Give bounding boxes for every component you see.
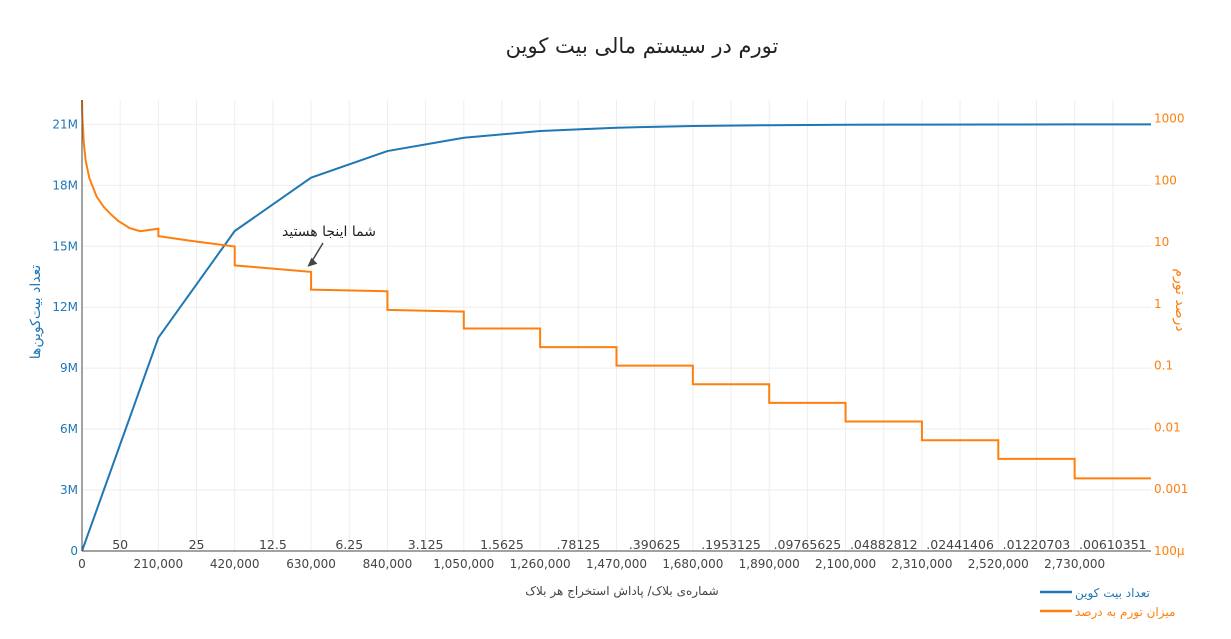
y-right-tick-label: 1	[1154, 297, 1162, 311]
x-axis-title: شماره‌ی بلاک/ پاداش استخراج هر بلاک	[525, 584, 718, 599]
x-tick-label: 210,000	[134, 557, 184, 571]
block-reward-label: .04882812	[850, 537, 918, 552]
block-reward-label: 6.25	[335, 537, 363, 552]
block-reward-label: 50	[112, 537, 128, 552]
x-tick-label: 1,890,000	[739, 557, 800, 571]
x-tick-label: 2,730,000	[1044, 557, 1105, 571]
block-reward-label: 12.5	[259, 537, 287, 552]
block-reward-label: .00610351	[1079, 537, 1147, 552]
y-left-axis-title: تعداد بیت‌کوین‌ها	[28, 265, 44, 360]
x-tick-label: 1,470,000	[586, 557, 647, 571]
block-reward-label: .78125	[556, 537, 600, 552]
block-reward-label: 25	[189, 537, 205, 552]
grid	[82, 100, 1151, 551]
y-left-tick-label: 18M	[52, 178, 78, 192]
x-tick-label: 2,520,000	[968, 557, 1029, 571]
y-right-tick-label: 10	[1154, 235, 1169, 249]
series-layer	[81, 99, 1152, 552]
legend[interactable]: تعداد بیت کوین میزان تورم به درصد	[1040, 586, 1175, 620]
y-left-tick-label: 12M	[52, 300, 78, 314]
legend-label-inflation[interactable]: میزان تورم به درصد	[1075, 605, 1175, 620]
block-reward-label: .390625	[629, 537, 681, 552]
y-right-axis-title: درصد تورم	[1172, 268, 1188, 331]
block-reward-label: .1953125	[701, 537, 761, 552]
x-tick-label: 420,000	[210, 557, 260, 571]
y-right-tick-label: 0.001	[1154, 482, 1188, 496]
annotation-text: شما اینجا هستید	[282, 224, 376, 240]
y-left-tick-label: 21M	[52, 117, 78, 131]
legend-label-bitcoin-count[interactable]: تعداد بیت کوین	[1075, 586, 1150, 601]
block-reward-label: 1.5625	[480, 537, 524, 552]
y-right-tick-label: 100µ	[1154, 544, 1185, 558]
bitcoin-count-line	[81, 123, 1152, 552]
block-reward-label: 3.125	[408, 537, 444, 552]
x-tick-label: 1,680,000	[662, 557, 723, 571]
x-tick-label: 630,000	[286, 557, 336, 571]
y-left-tick-label: 15M	[52, 239, 78, 253]
block-reward-label: .09765625	[774, 537, 842, 552]
y-right-tick-label: 0.1	[1154, 359, 1173, 373]
y-right-tick-label: 100	[1154, 173, 1177, 187]
axis-layer: 0 3M 6M 9M 12M 15M 18M 21M 100µ 0.001 0.01 0.1 1 10 10…	[52, 100, 1188, 571]
chart-title: تورم در سیستم مالی بیت کوین	[506, 34, 779, 59]
x-tick-label: 2,310,000	[891, 557, 952, 571]
y-left-tick-label: 0	[70, 544, 78, 558]
annotation: شما اینجا هستید	[282, 224, 376, 267]
block-reward-label: .01220703	[1003, 537, 1071, 552]
inflation-rate-line	[81, 99, 1151, 480]
y-left-tick-label: 3M	[60, 483, 78, 497]
y-right-tick-label: 1000	[1154, 112, 1185, 126]
x-tick-label: 2,100,000	[815, 557, 876, 571]
annotation-arrowhead	[307, 257, 318, 267]
y-right-tick-label: 0.01	[1154, 420, 1181, 434]
y-left-tick-label: 6M	[60, 422, 78, 436]
block-reward-label: .02441406	[926, 537, 994, 552]
x-tick-label: 1,050,000	[433, 557, 494, 571]
y-left-tick-label: 9M	[60, 361, 78, 375]
x-tick-label: 1,260,000	[510, 557, 571, 571]
x-tick-label: 0	[78, 557, 86, 571]
x-tick-label: 840,000	[363, 557, 413, 571]
